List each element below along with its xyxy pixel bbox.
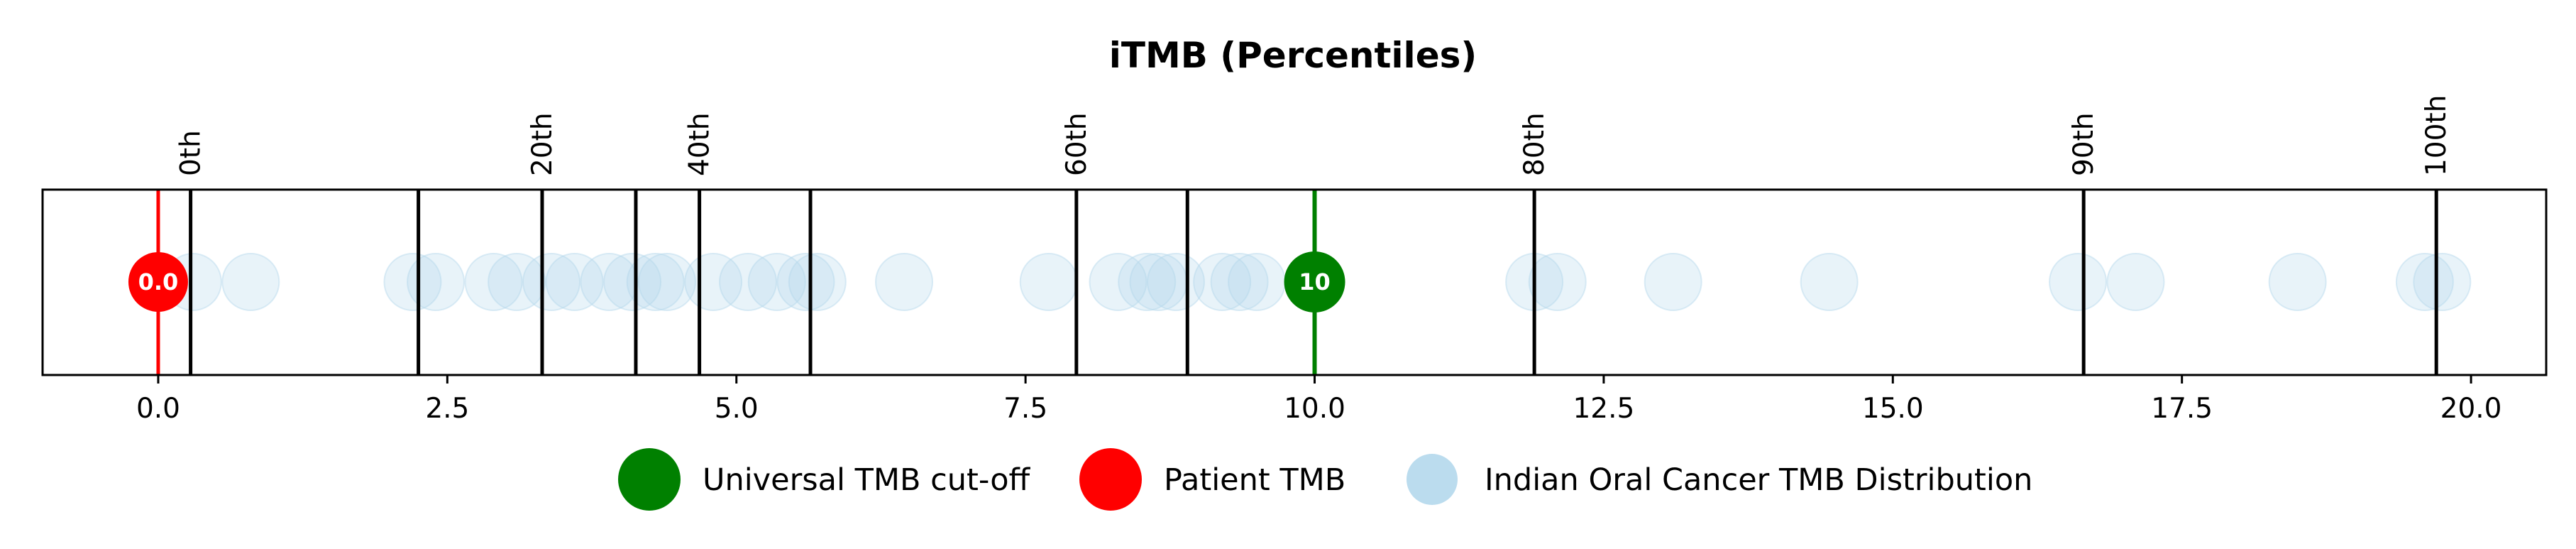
legend: Universal TMB cut-off Patient TMB Indian O… <box>618 448 2032 511</box>
legend-marker <box>618 448 681 511</box>
patient-tmb-value-label: 0.0 <box>138 268 179 295</box>
x-tick-label: 15.0 <box>1862 393 1924 425</box>
distribution-point <box>221 253 280 311</box>
distribution-point <box>637 253 696 311</box>
distribution-point <box>603 253 662 311</box>
distribution-point <box>2395 253 2454 311</box>
distribution-point <box>1528 253 1587 311</box>
distribution-point <box>1089 253 1147 311</box>
x-tick-label: 17.5 <box>2151 393 2213 425</box>
distribution-point <box>2413 253 2472 311</box>
distribution-point <box>788 253 847 311</box>
distribution-point <box>407 253 466 311</box>
distribution-point <box>1800 253 1859 311</box>
tmb-cutoff-marker <box>1284 251 1345 312</box>
distribution-point <box>464 253 523 311</box>
percentile-label: 80th <box>1519 112 1551 176</box>
distribution-point <box>545 253 604 311</box>
percentile-label: 20th <box>527 112 558 176</box>
x-tick-label: 2.5 <box>425 393 469 425</box>
legend-label: Patient TMB <box>1164 462 1345 498</box>
x-tick-label: 20.0 <box>2440 393 2502 425</box>
legend-marker <box>1407 454 1458 505</box>
distribution-point <box>747 253 806 311</box>
distribution-point <box>1644 253 1702 311</box>
distribution-point <box>2049 253 2108 311</box>
x-tick-label: 7.5 <box>1003 393 1047 425</box>
distribution-point <box>719 253 778 311</box>
distribution-point <box>1019 253 1078 311</box>
patient-tmb-marker <box>128 252 188 312</box>
distribution-point <box>580 253 639 311</box>
distribution-point <box>1118 253 1177 311</box>
legend-label: Universal TMB cut-off <box>703 462 1031 498</box>
x-axis: 0th 20th 40th 60th 80th 90th 100th 0.0 2.5 5.0 7.5… <box>136 95 2502 425</box>
percentile-label: 100th <box>2421 95 2453 176</box>
percentile-label: 40th <box>684 112 716 176</box>
x-tick-label: 10.0 <box>1284 393 1345 425</box>
tmb-cutoff-value-label: 10 <box>1299 268 1331 295</box>
distribution-point <box>383 253 442 311</box>
plot-area: 0.0 10 <box>41 188 2548 376</box>
distribution-point <box>522 253 581 311</box>
distribution-point <box>1210 253 1269 311</box>
distribution-point <box>1146 253 1205 311</box>
distribution-point <box>875 253 934 311</box>
percentile-label: 0th <box>175 130 207 176</box>
plot-frame <box>41 188 2548 376</box>
distribution-point <box>776 253 835 311</box>
x-tick-label: 12.5 <box>1573 393 1634 425</box>
percentile-label: 60th <box>1061 112 1093 176</box>
chart-title: iTMB (Percentiles) <box>1109 35 1477 76</box>
distribution-point <box>1193 253 1252 311</box>
legend-label: Indian Oral Cancer TMB Distribution <box>1485 462 2032 498</box>
x-tick-label: 5.0 <box>715 393 759 425</box>
distribution-point <box>2268 253 2327 311</box>
x-tick-label: 0.0 <box>136 393 180 425</box>
distribution-point <box>626 253 685 311</box>
percentile-label: 90th <box>2068 112 2100 176</box>
distribution-point <box>488 253 546 311</box>
legend-marker <box>1079 448 1142 511</box>
distribution-point <box>1228 253 1287 311</box>
distribution-point <box>2106 253 2165 311</box>
